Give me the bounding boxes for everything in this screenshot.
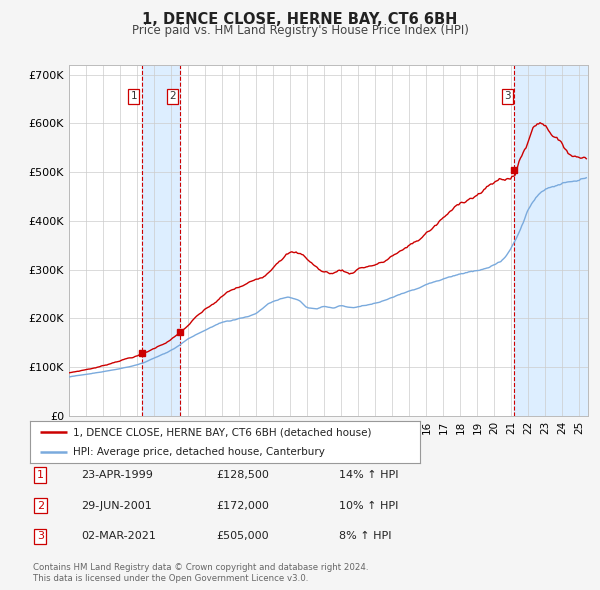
Text: 10% ↑ HPI: 10% ↑ HPI [339, 501, 398, 510]
Text: 1: 1 [37, 470, 44, 480]
Text: £505,000: £505,000 [216, 532, 269, 541]
Text: Price paid vs. HM Land Registry's House Price Index (HPI): Price paid vs. HM Land Registry's House … [131, 24, 469, 37]
Text: HPI: Average price, detached house, Canterbury: HPI: Average price, detached house, Cant… [73, 447, 325, 457]
Text: 1, DENCE CLOSE, HERNE BAY, CT6 6BH (detached house): 1, DENCE CLOSE, HERNE BAY, CT6 6BH (deta… [73, 427, 371, 437]
Text: 23-APR-1999: 23-APR-1999 [81, 470, 153, 480]
Text: 2: 2 [169, 91, 176, 101]
Text: 3: 3 [504, 91, 511, 101]
Text: 14% ↑ HPI: 14% ↑ HPI [339, 470, 398, 480]
Text: £172,000: £172,000 [216, 501, 269, 510]
Text: 3: 3 [37, 532, 44, 541]
Text: 02-MAR-2021: 02-MAR-2021 [81, 532, 156, 541]
Text: 1, DENCE CLOSE, HERNE BAY, CT6 6BH: 1, DENCE CLOSE, HERNE BAY, CT6 6BH [142, 12, 458, 27]
Text: 29-JUN-2001: 29-JUN-2001 [81, 501, 152, 510]
Text: 2: 2 [37, 501, 44, 510]
Text: 8% ↑ HPI: 8% ↑ HPI [339, 532, 391, 541]
Text: This data is licensed under the Open Government Licence v3.0.: This data is licensed under the Open Gov… [33, 574, 308, 583]
Text: 1: 1 [130, 91, 137, 101]
Bar [142, 65, 179, 416]
Bar [514, 65, 588, 416]
Text: £128,500: £128,500 [216, 470, 269, 480]
Text: Contains HM Land Registry data © Crown copyright and database right 2024.: Contains HM Land Registry data © Crown c… [33, 563, 368, 572]
